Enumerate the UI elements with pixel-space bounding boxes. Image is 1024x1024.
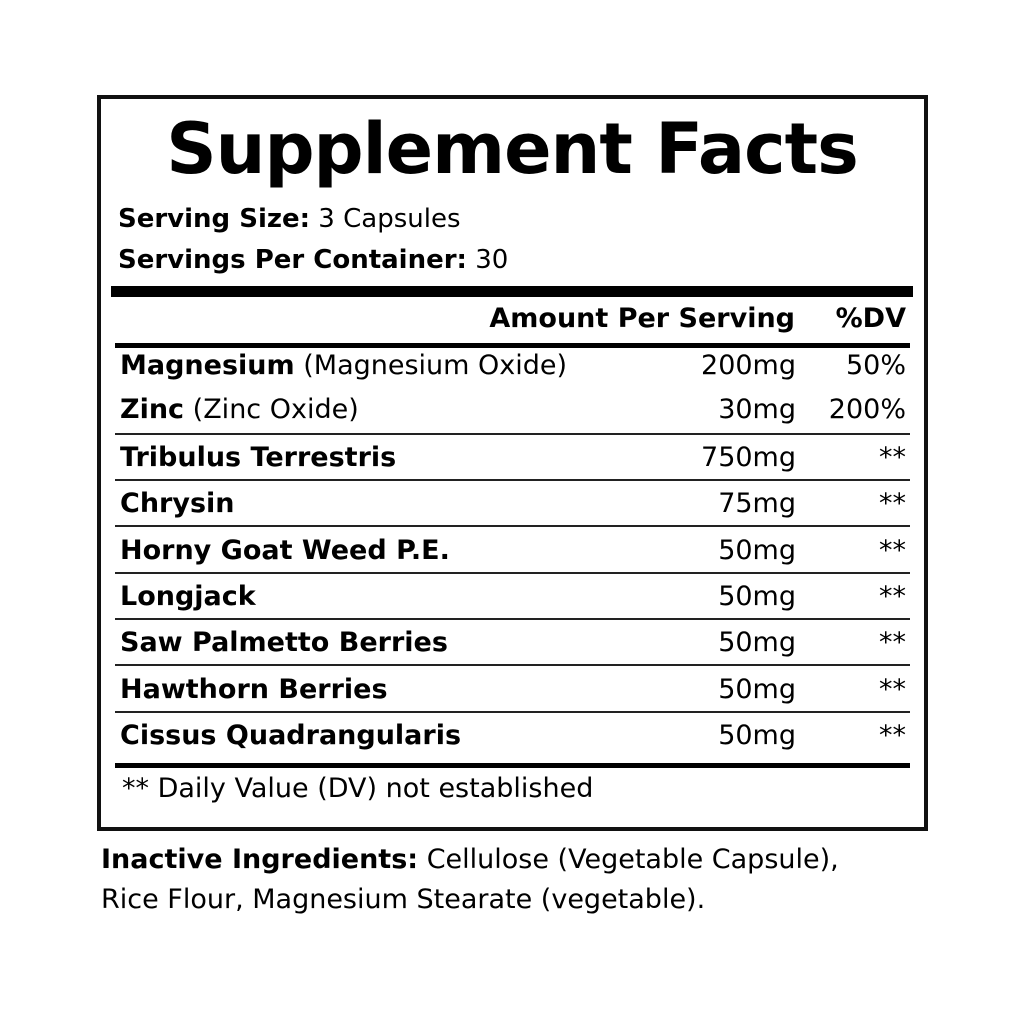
nutrient-dv: **	[879, 627, 906, 658]
nutrient-row: Chrysin 75mg **	[120, 488, 906, 528]
row-divider	[115, 479, 910, 481]
nutrient-row: Horny Goat Weed P.E. 50mg **	[120, 535, 906, 575]
nutrient-dv: **	[879, 442, 906, 473]
nutrient-amount: 50mg	[718, 581, 796, 612]
nutrient-amount: 50mg	[718, 535, 796, 566]
row-divider	[115, 572, 910, 574]
amount-header: Amount Per Serving	[489, 303, 795, 334]
nutrient-dv: 50%	[845, 350, 906, 381]
dv-header: %DV	[835, 303, 906, 334]
nutrient-name: Saw Palmetto Berries	[120, 627, 448, 658]
thick-divider	[111, 286, 913, 297]
footnote: ** Daily Value (DV) not established	[122, 773, 594, 804]
nutrient-name: Cissus Quadrangularis	[120, 720, 462, 751]
nutrient-row: Zinc (Zinc Oxide) 30mg 200%	[120, 394, 906, 434]
nutrient-name: Horny Goat Weed P.E.	[120, 535, 450, 566]
row-divider	[115, 525, 910, 527]
nutrient-amount: 50mg	[718, 627, 796, 658]
nutrient-dv: **	[879, 720, 906, 751]
nutrient-name: Longjack	[120, 581, 256, 612]
nutrient-amount: 30mg	[718, 394, 796, 425]
nutrient-amount: 50mg	[718, 674, 796, 705]
nutrient-row: Hawthorn Berries 50mg **	[120, 674, 906, 714]
nutrient-amount: 75mg	[718, 488, 796, 519]
row-divider	[115, 433, 910, 435]
header-divider	[115, 343, 910, 348]
row-divider	[115, 664, 910, 666]
panel-title: Supplement Facts	[166, 108, 859, 190]
nutrient-dv: **	[879, 674, 906, 705]
servings-per-container: Servings Per Container: 30	[118, 245, 509, 275]
nutrient-name: Chrysin	[120, 488, 235, 519]
nutrient-name: Zinc (Zinc Oxide)	[120, 394, 359, 425]
nutrient-name: Tribulus Terrestris	[120, 442, 397, 473]
row-divider	[115, 618, 910, 620]
row-divider	[115, 711, 910, 713]
nutrient-dv: **	[879, 581, 906, 612]
nutrient-row: Longjack 50mg **	[120, 581, 906, 621]
nutrient-name: Hawthorn Berries	[120, 674, 388, 705]
nutrient-dv: **	[879, 535, 906, 566]
nutrient-dv: 200%	[828, 394, 906, 425]
supplement-facts-panel	[97, 95, 928, 831]
bottom-divider	[115, 763, 910, 768]
nutrient-amount: 200mg	[701, 350, 796, 381]
inactive-ingredients: Inactive Ingredients: Cellulose (Vegetab…	[101, 844, 839, 915]
nutrient-dv: **	[879, 488, 906, 519]
nutrient-amount: 750mg	[701, 442, 796, 473]
nutrient-row: Cissus Quadrangularis 50mg **	[120, 720, 906, 760]
nutrient-row: Saw Palmetto Berries 50mg **	[120, 627, 906, 667]
serving-size: Serving Size: 3 Capsules	[118, 204, 461, 234]
nutrient-row: Magnesium (Magnesium Oxide) 200mg 50%	[120, 350, 906, 390]
nutrient-row: Tribulus Terrestris 750mg **	[120, 442, 906, 482]
nutrient-name: Magnesium (Magnesium Oxide)	[120, 350, 568, 381]
nutrient-amount: 50mg	[718, 720, 796, 751]
